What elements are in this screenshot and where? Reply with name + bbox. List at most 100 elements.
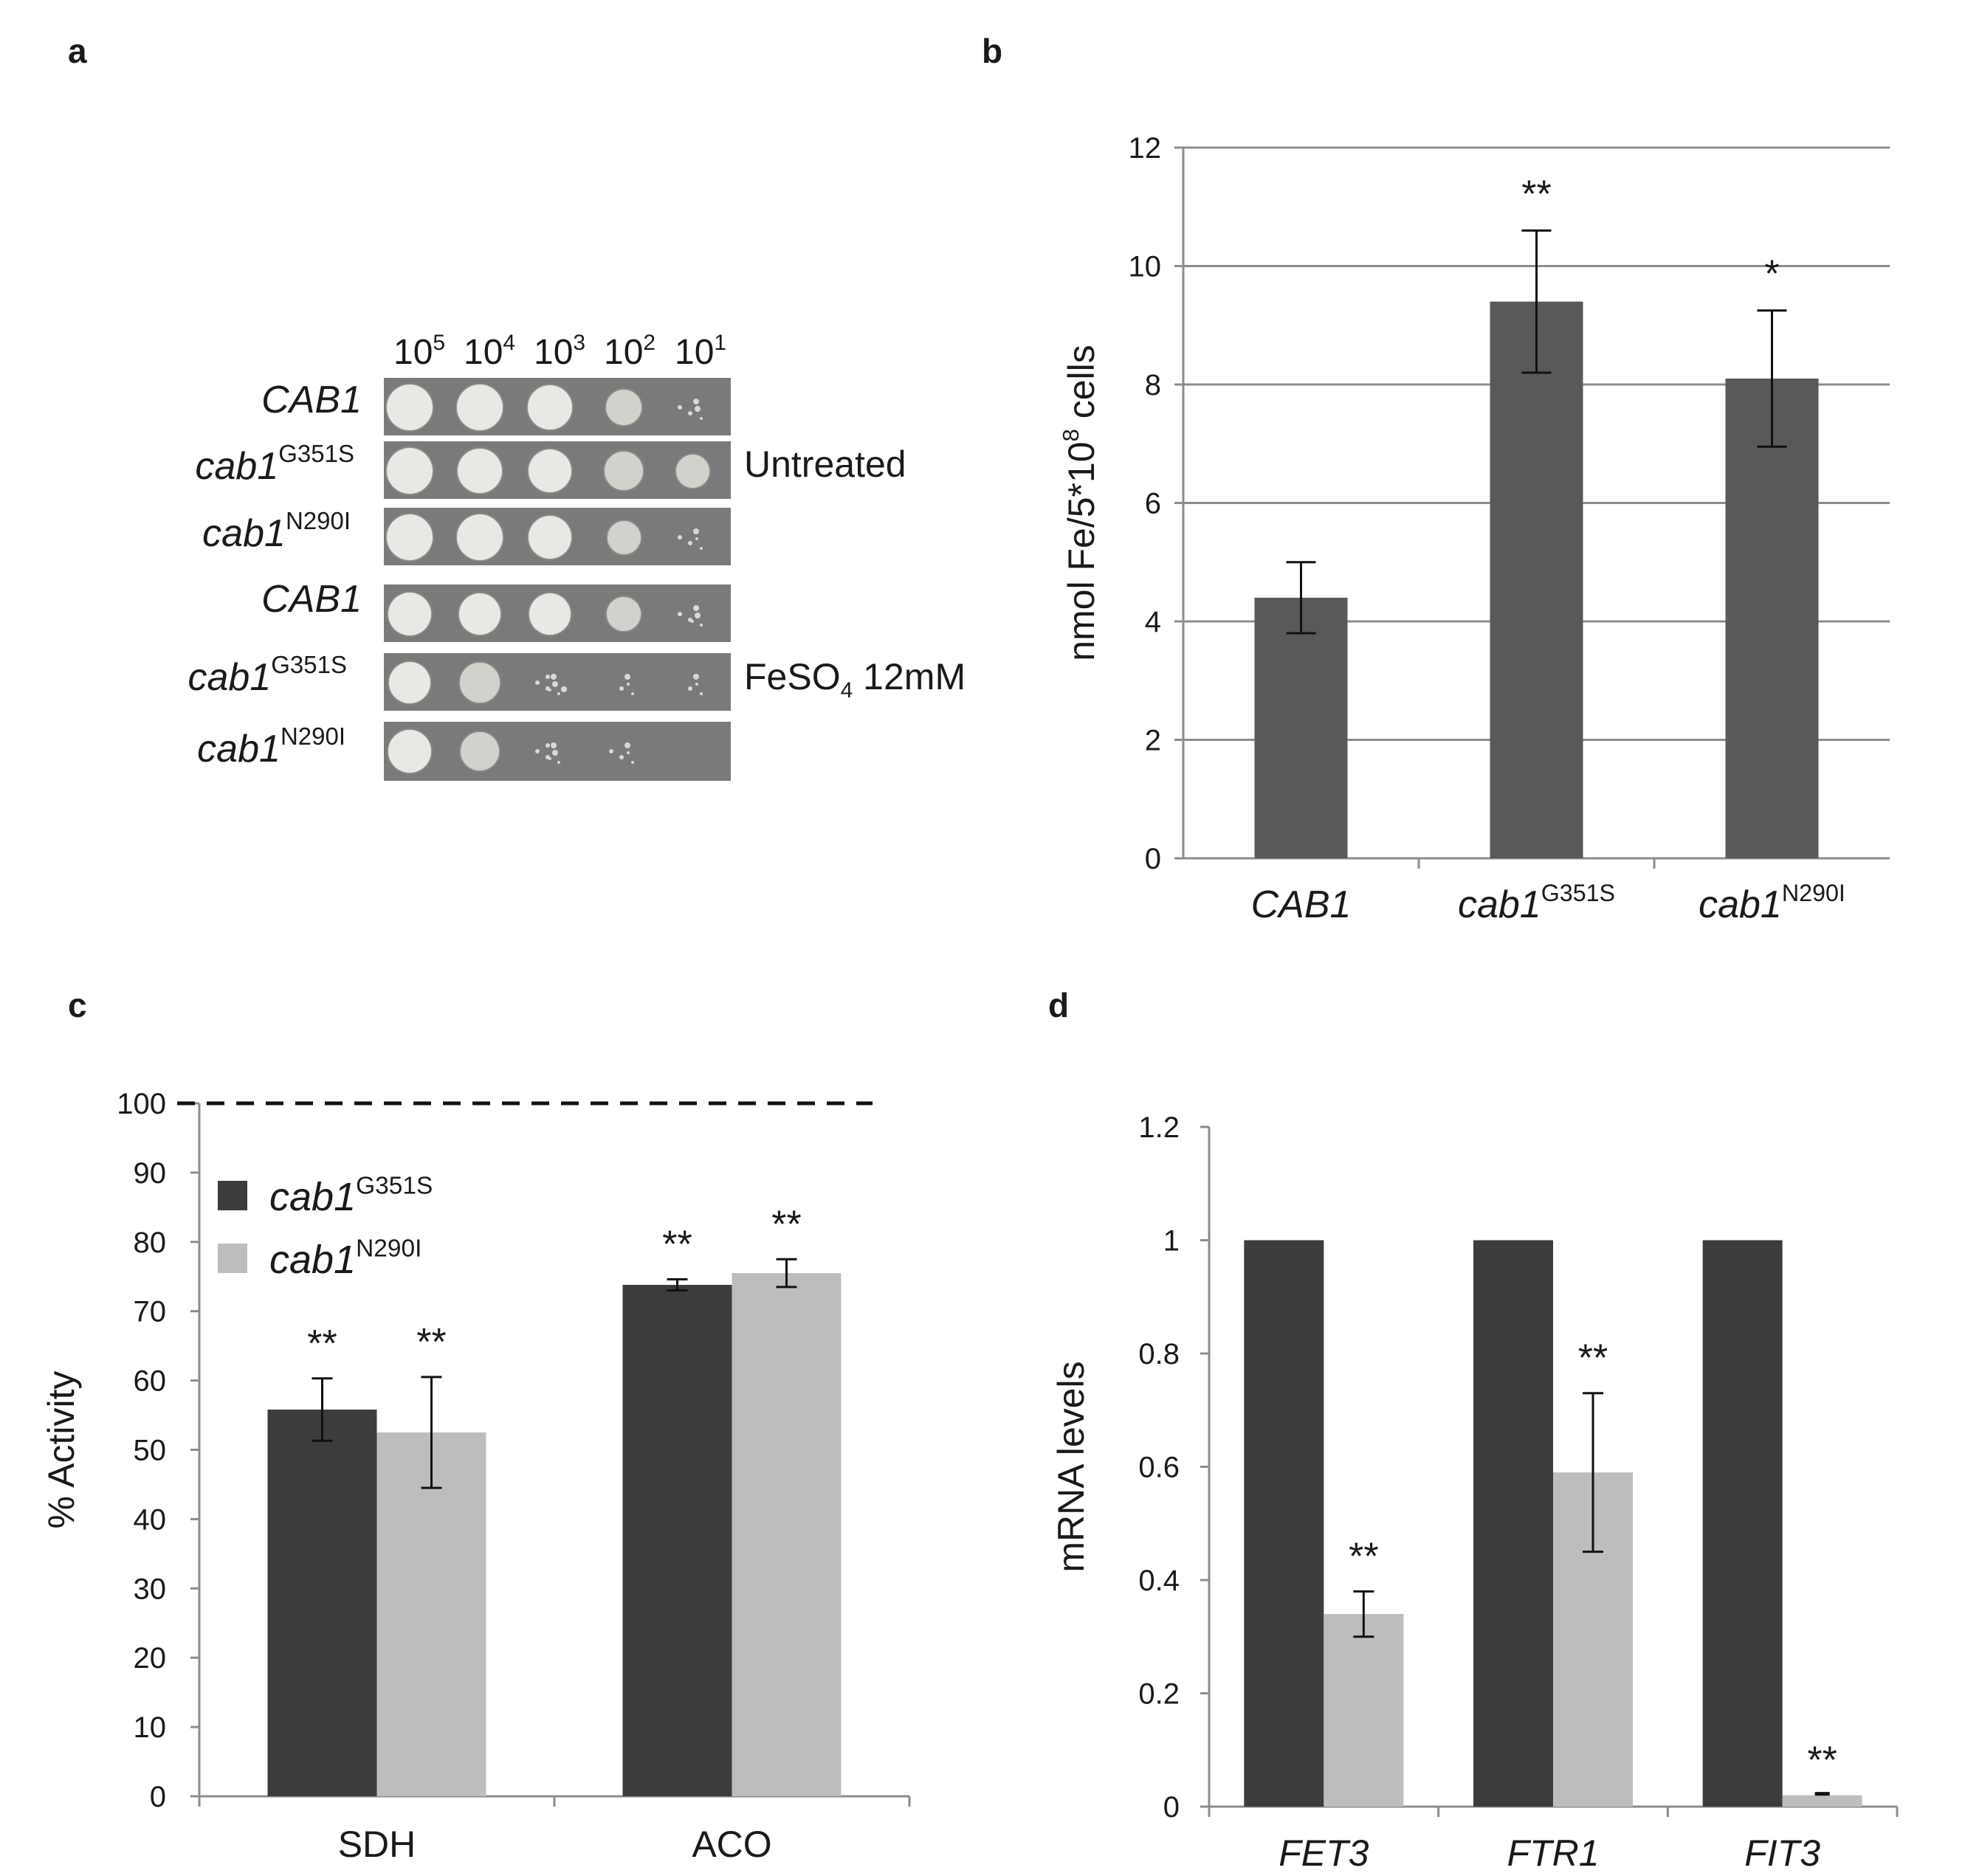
- y-tick-label: 8: [1145, 369, 1161, 401]
- dilution-label: 103: [534, 331, 586, 372]
- legend-label: cab1G351S: [269, 1172, 433, 1219]
- y-tick-label: 0.6: [1138, 1452, 1180, 1484]
- colony-speck: [699, 623, 703, 627]
- colony-spot: [460, 663, 500, 703]
- legend-swatch: [218, 1244, 247, 1273]
- y-tick-label: 60: [134, 1365, 167, 1398]
- y-tick-label: 0: [1163, 1791, 1180, 1824]
- colony-speck: [552, 680, 559, 687]
- y-tick-label: 100: [117, 1088, 166, 1120]
- colony-speck: [695, 683, 698, 686]
- colony-speck: [678, 611, 683, 616]
- bar: [732, 1273, 842, 1796]
- colony-speck: [688, 686, 693, 692]
- y-tick-label: 0: [1145, 843, 1161, 875]
- colony-speck: [695, 405, 701, 412]
- colony-spot: [527, 384, 573, 430]
- colony-spot: [605, 389, 642, 426]
- colony-spot: [607, 520, 641, 554]
- colony-speck: [548, 756, 551, 760]
- bar: [1490, 301, 1583, 858]
- dilution-label: 102: [604, 331, 656, 372]
- y-tick-label: 4: [1145, 606, 1161, 638]
- y-tick-label: 0: [150, 1781, 166, 1813]
- panel-letter-d: d: [1048, 986, 1070, 1024]
- x-category-label: SDH: [338, 1824, 416, 1865]
- panel-letter-a: a: [68, 32, 87, 70]
- x-category-label: FTR1: [1507, 1832, 1600, 1874]
- colony-speck: [688, 541, 693, 546]
- condition-label: FeSO4 12mM: [744, 656, 966, 703]
- y-tick-label: 1.2: [1138, 1111, 1180, 1144]
- colony-speck: [548, 688, 551, 692]
- bar: [1725, 378, 1819, 858]
- colony-speck: [552, 749, 559, 756]
- dilution-label: 101: [675, 331, 727, 372]
- bar: [1782, 1795, 1862, 1807]
- significance-label: **: [1349, 1535, 1378, 1578]
- strain-label: cab1N290I: [202, 507, 351, 555]
- colony-speck: [693, 528, 700, 535]
- significance-label: **: [1521, 173, 1551, 215]
- colony-spot: [528, 515, 572, 559]
- colony-speck: [557, 760, 560, 764]
- y-tick-label: 6: [1145, 488, 1161, 520]
- significance-label: **: [1807, 1739, 1837, 1782]
- colony-speck: [551, 674, 557, 680]
- colony-speck: [535, 748, 540, 753]
- y-tick-label: 0.2: [1138, 1678, 1180, 1711]
- colony-speck: [695, 537, 698, 540]
- y-tick-label: 80: [134, 1227, 167, 1259]
- bar: [1324, 1614, 1404, 1807]
- significance-label: **: [771, 1203, 801, 1246]
- colony-speck: [619, 686, 624, 692]
- colony-spot: [605, 452, 643, 490]
- bar: [1244, 1240, 1324, 1807]
- colony-speck: [535, 680, 540, 685]
- colony-speck: [546, 755, 551, 760]
- significance-label: *: [1764, 253, 1779, 296]
- y-axis-label: mRNA levels: [1050, 1361, 1092, 1572]
- colony-spot: [387, 448, 433, 494]
- y-tick-label: 70: [134, 1296, 167, 1328]
- colony-spot: [387, 384, 433, 430]
- y-tick-label: 10: [134, 1711, 167, 1744]
- bar: [1254, 597, 1348, 858]
- colony-speck: [546, 686, 551, 692]
- colony-speck: [678, 534, 683, 539]
- colony-speck: [546, 675, 551, 680]
- colony-speck: [624, 674, 631, 680]
- significance-label: **: [416, 1321, 446, 1364]
- bar: [622, 1285, 732, 1796]
- colony-speck: [693, 399, 700, 405]
- x-category-label: cab1G351S: [1458, 880, 1615, 926]
- colony-speck: [693, 605, 700, 612]
- y-tick-label: 2: [1145, 725, 1161, 757]
- condition-label: Untreated: [744, 444, 906, 485]
- colony-spot: [457, 384, 503, 430]
- colony-speck: [609, 748, 614, 753]
- colony-speck: [630, 760, 634, 764]
- bar: [376, 1432, 486, 1796]
- colony-speck: [690, 619, 694, 623]
- y-tick-label: 90: [134, 1157, 167, 1190]
- legend-label: cab1N290I: [269, 1235, 421, 1282]
- x-category-label: FIT3: [1744, 1832, 1820, 1874]
- colony-speck: [546, 743, 551, 748]
- dilution-label: 104: [464, 331, 516, 372]
- colony-speck: [699, 416, 703, 420]
- significance-label: **: [307, 1322, 337, 1365]
- strain-label: cab1N290I: [197, 723, 345, 770]
- strain-label: cab1G351S: [195, 440, 354, 488]
- colony-spot: [675, 454, 709, 488]
- colony-spot: [387, 514, 433, 560]
- colony-speck: [688, 411, 693, 416]
- y-tick-label: 1: [1163, 1225, 1180, 1258]
- x-category-label: CAB1: [1251, 883, 1352, 926]
- colony-spot: [388, 729, 432, 773]
- strain-label: cab1G351S: [187, 651, 347, 699]
- significance-label: **: [1578, 1337, 1608, 1380]
- significance-label: **: [662, 1224, 692, 1266]
- colony-spot: [606, 596, 641, 632]
